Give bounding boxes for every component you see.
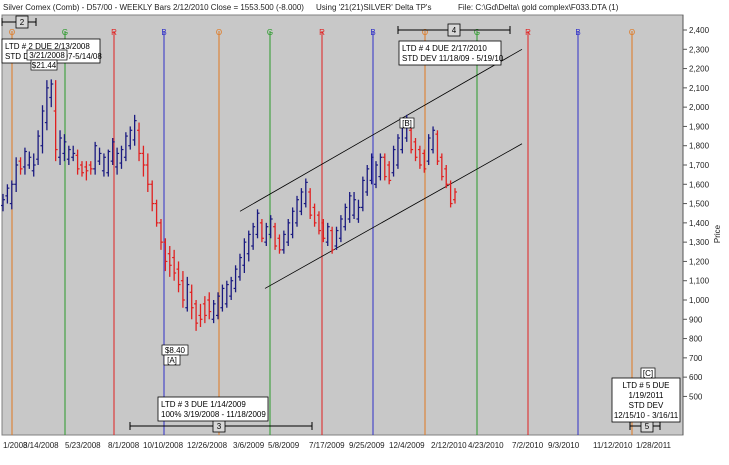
ltd-box [611, 377, 681, 423]
ltd-box-line: LTD # 4 DUE 2/17/2010 [402, 44, 487, 53]
annotations-layer: 3/21/2008$21.44 $8.40[A] [B] [C] [26, 49, 656, 379]
x-tick-label: 1/2008 [3, 441, 28, 450]
annotation-label: [B] [402, 119, 412, 128]
cycle-line-label: R [319, 28, 325, 37]
channel-upper-line [239, 48, 523, 212]
x-tick-label: 12/26/2008 [187, 441, 228, 450]
std-dev-ranges-layer: 2 3 4 5 [1, 15, 661, 433]
x-tick-label: 10/10/2008 [143, 441, 184, 450]
std-dev-range-label: 5 [645, 422, 650, 431]
ltd-box-line: STD DEV [629, 401, 664, 410]
x-tick-label: 9/3/2010 [548, 441, 580, 450]
y-tick-label: 2,400 [689, 26, 710, 35]
x-tick-label: 3/6/2009 [233, 441, 265, 450]
y-tick-label: 1,900 [689, 122, 710, 131]
indicator-label: Using '21(21)SILVER' Delta TP's [316, 3, 431, 12]
annotation-label: $8.40 [165, 346, 186, 355]
ltd-box-line: LTD # 5 DUE [623, 381, 670, 390]
y-tick-label: 600 [689, 373, 703, 382]
ltd-box-line: STD DEV 11/18/09 - 5/19/10 [402, 54, 504, 63]
x-tick-label: 3/14/2008 [23, 441, 59, 450]
y-tick-label: 1,600 [689, 180, 710, 189]
cycle-line-label: R [525, 28, 531, 37]
x-tick-label: 1/28/2011 [636, 441, 672, 450]
annotation-box [399, 117, 415, 129]
x-tick-label: 5/23/2008 [65, 441, 101, 450]
ltd-box-line: 12/15/10 - 3/16/11 [614, 411, 679, 420]
annotation-box [163, 354, 181, 366]
ltd-box-line: LTD # 2 DUE 2/13/2008 [5, 42, 90, 51]
x-tick-label: 8/1/2008 [108, 441, 140, 450]
y-tick-label: 2,100 [689, 84, 710, 93]
ltd-box [398, 40, 502, 66]
std-dev-range-label: 3 [217, 422, 222, 431]
y-tick-label: 1,700 [689, 161, 710, 170]
x-tick-label: 7/2/2010 [512, 441, 544, 450]
y-tick-label: 2,000 [689, 103, 710, 112]
chart-title: Silver Comex (Comb) - D57/00 - WEEKLY Ba… [3, 3, 304, 12]
x-tick-label: 12/4/2009 [389, 441, 425, 450]
cycle-line-label: G [474, 28, 480, 37]
x-tick-label: 2/12/2010 [431, 441, 467, 450]
annotation-label: [C] [643, 369, 653, 378]
y-tick-label: 700 [689, 354, 703, 363]
std-dev-range-label: 2 [20, 18, 25, 27]
y-tick-label: 500 [689, 392, 703, 401]
cycle-line-label: O [216, 28, 222, 37]
annotation-label: $21.44 [32, 61, 57, 70]
cycle-line-label: G [267, 28, 273, 37]
ltd-box-line: 100% 3/19/2008 - 11/18/2009 [161, 410, 266, 419]
y-axis: 500 600 700 800 900 1,000 1,100 1,200 1,300 1,400… [682, 15, 710, 435]
cycle-line-label: G [62, 28, 68, 37]
x-tick-label: 5/8/2009 [268, 441, 300, 450]
ltd-box [157, 396, 269, 422]
annotation-box [30, 59, 58, 71]
cycle-line-label: O [629, 28, 635, 37]
y-tick-label: 1,300 [689, 238, 710, 247]
y-tick-label: 2,200 [689, 65, 710, 74]
y-tick-label: 1,000 [689, 296, 710, 305]
ltd-box-line: LTD # 3 DUE 1/14/2009 [161, 400, 246, 409]
x-tick-label: 4/23/2010 [468, 441, 504, 450]
annotation-box [640, 367, 656, 379]
y-axis-label: Price [713, 224, 722, 243]
cycle-line-label: B [161, 28, 166, 37]
y-tick-label: 800 [689, 335, 703, 344]
y-tick-label: 1,800 [689, 142, 710, 151]
cycle-line-label: O [9, 28, 15, 37]
annotation-label: [A] [167, 356, 177, 365]
file-label: File: C:\Gd\Delta\ gold complex\F033.DTA… [458, 3, 619, 12]
ltd-box-line: 1/19/2011 [629, 391, 665, 400]
cycle-line-label: R [111, 28, 117, 37]
trend-channel-layer [239, 48, 523, 289]
std-dev-range-label: 4 [452, 26, 457, 35]
x-tick-label: 9/25/2009 [349, 441, 385, 450]
cycle-line-label: B [370, 28, 375, 37]
std-dev-range-marker [15, 15, 29, 29]
std-dev-range-marker [447, 23, 461, 37]
x-tick-label: 7/17/2009 [309, 441, 345, 450]
annotation-label: 3/21/2008 [29, 51, 65, 60]
price-bars-layer [1, 79, 457, 331]
x-tick-label: 11/12/2010 [593, 441, 633, 450]
plot-area [1, 14, 684, 436]
y-tick-label: 1,500 [689, 200, 710, 209]
y-tick-label: 1,400 [689, 219, 710, 228]
cycle-line-label: B [575, 28, 580, 37]
y-tick-label: 900 [689, 315, 703, 324]
cycle-line-label: O [422, 28, 428, 37]
y-tick-label: 1,200 [689, 257, 710, 266]
y-tick-label: 1,100 [689, 277, 710, 286]
channel-lower-line [264, 143, 523, 289]
y-tick-label: 2,300 [689, 45, 710, 54]
